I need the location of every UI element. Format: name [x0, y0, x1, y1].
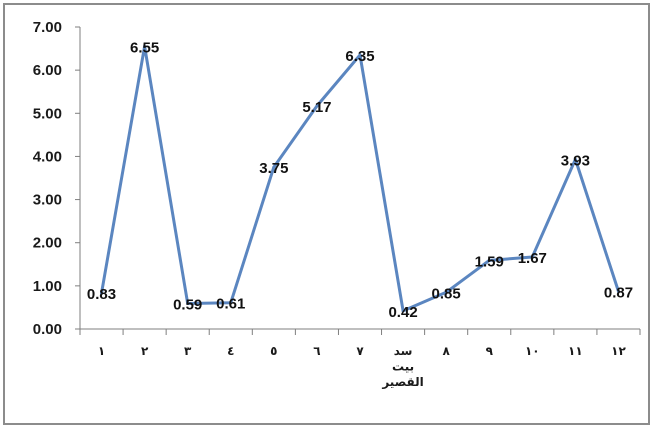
x-tick-label: ٦: [313, 344, 320, 358]
x-tick-label: ١٢: [611, 344, 626, 358]
y-tick-label: 3.00: [33, 192, 62, 209]
x-tick-label: سد بيت القصير: [381, 344, 423, 389]
data-point: [272, 165, 276, 169]
y-tick-label: 7.00: [33, 19, 62, 36]
data-label: 1.67: [518, 250, 547, 267]
x-tick-label: ٢: [141, 344, 149, 358]
data-label: 6.35: [345, 48, 374, 65]
y-tick-label: 1.00: [33, 278, 62, 295]
y-tick-label: 6.00: [33, 62, 62, 79]
x-tick-label: ٤: [227, 344, 234, 358]
x-tick-label: ٣: [184, 344, 192, 358]
data-point: [358, 53, 362, 57]
data-label: 0.61: [216, 296, 245, 313]
chart-frame: [3, 3, 650, 425]
x-tick-label: ١: [98, 344, 105, 358]
data-point: [444, 290, 448, 294]
y-axis: 0.00 1.00 2.00 3.00 4.00 5.00 6.00 7.00: [33, 19, 81, 338]
data-label: 1.59: [475, 253, 504, 270]
data-labels: 0.83 6.55 0.59 0.61 3.75 5.17 6.35 0.42 0.85 1.59…: [87, 39, 633, 320]
x-tick-label: ٩: [486, 344, 494, 358]
y-tick-label: 2.00: [33, 235, 62, 252]
x-tick-label: ٨: [442, 344, 450, 358]
data-point: [315, 104, 319, 108]
data-label: 0.59: [173, 297, 202, 314]
data-point: [186, 302, 190, 306]
data-point: [530, 255, 534, 259]
x-tick-label: ١١: [568, 344, 583, 358]
x-tick-label: ١٠: [525, 344, 540, 358]
data-label: 3.93: [561, 152, 590, 169]
y-tick-label: 0.00: [33, 321, 62, 338]
data-point: [229, 301, 233, 305]
data-point: [143, 44, 147, 48]
data-label: 6.55: [130, 39, 159, 56]
y-tick-label: 4.00: [33, 148, 62, 165]
x-tick-label: ٧: [356, 344, 364, 358]
data-point: [487, 258, 491, 262]
data-label: 0.87: [604, 284, 633, 301]
y-tick-label: 5.00: [33, 105, 62, 122]
data-point: [573, 157, 577, 161]
x-tick-label: ٥: [270, 344, 277, 358]
data-point: [616, 289, 620, 293]
data-label: 0.42: [388, 304, 417, 321]
data-point: [401, 309, 405, 313]
data-label: 0.83: [87, 286, 116, 303]
data-label: 0.85: [432, 285, 461, 302]
series-polyline: [100, 44, 620, 313]
data-label: 5.17: [302, 99, 331, 116]
data-label: 3.75: [259, 160, 288, 177]
series-line: [100, 44, 620, 313]
data-point: [100, 291, 104, 295]
